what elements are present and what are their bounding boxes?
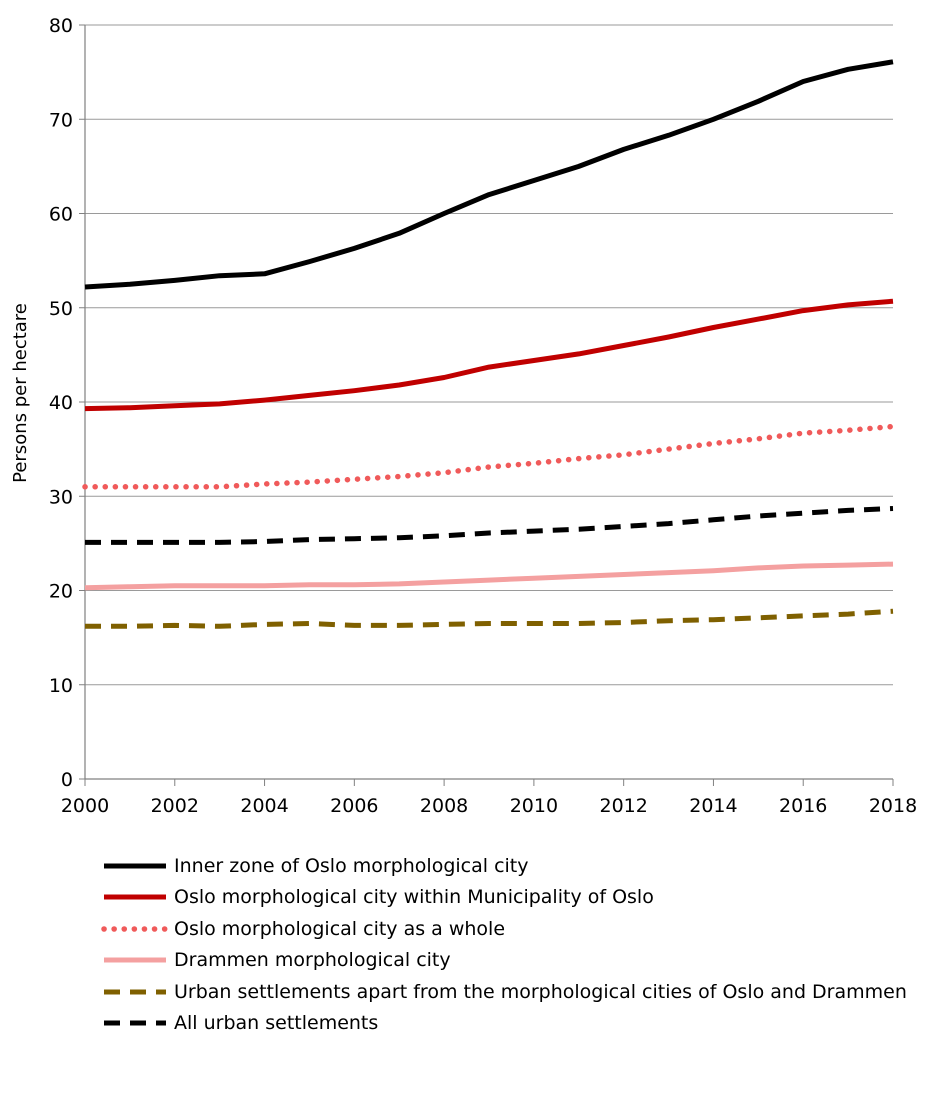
y-tick-label: 10 [49, 675, 73, 697]
legend-label: Urban settlements apart from the morphol… [174, 980, 907, 1003]
x-tick-label: 2018 [869, 795, 917, 817]
series-lines [82, 59, 896, 629]
y-tick-label: 70 [49, 109, 73, 131]
legend-swatch [104, 894, 166, 900]
legend-swatch [101, 926, 169, 932]
legend-swatch [104, 957, 166, 963]
legend-item: Urban settlements apart from the morphol… [100, 976, 945, 1008]
x-tick-label: 2006 [330, 795, 378, 817]
legend-swatch [104, 1020, 166, 1026]
series-line [84, 59, 894, 290]
x-tick-label: 2012 [599, 795, 647, 817]
legend: Inner zone of Oslo morphological city Osl… [100, 850, 945, 1039]
x-tick-label: 2002 [151, 795, 199, 817]
legend-item: Oslo morphological city as a whole [100, 913, 945, 945]
legend-item: All urban settlements [100, 1008, 945, 1040]
y-tick-label: 30 [49, 486, 73, 508]
x-tick-label: 2016 [779, 795, 827, 817]
y-axis-ticks: 0 10 20 30 40 50 60 70 80 [49, 15, 85, 791]
y-tick-label: 80 [49, 15, 73, 37]
legend-item: Oslo morphological city within Municipal… [100, 882, 945, 914]
y-tick-label: 50 [49, 298, 73, 320]
x-tick-label: 2014 [689, 795, 737, 817]
y-axis-label: Persons per hectare [10, 303, 31, 483]
x-axis-ticks: 2000 2002 2004 2006 2008 2010 2012 2014 2016 2018 [61, 779, 917, 817]
x-tick-label: 2008 [420, 795, 468, 817]
series-line [85, 608, 894, 629]
y-tick-label: 0 [61, 769, 73, 791]
legend-swatch [104, 863, 166, 869]
y-tick-label: 60 [49, 204, 73, 226]
legend-label: Oslo morphological city as a whole [174, 917, 506, 940]
legend-label: Inner zone of Oslo morphological city [174, 854, 529, 877]
legend-item: Inner zone of Oslo morphological city [100, 850, 945, 882]
series-line [82, 423, 896, 490]
legend-label: Drammen morphological city [174, 949, 451, 972]
x-tick-label: 2010 [510, 795, 558, 817]
legend-label: All urban settlements [174, 1012, 379, 1035]
x-tick-label: 2004 [240, 795, 288, 817]
legend-swatch [104, 989, 166, 995]
y-tick-label: 20 [49, 581, 73, 603]
series-line [84, 561, 894, 591]
series-line [84, 298, 894, 412]
series-line [85, 506, 894, 545]
y-tick-label: 40 [49, 392, 73, 414]
legend-label: Oslo morphological city within Municipal… [174, 886, 654, 909]
legend-item: Drammen morphological city [100, 945, 945, 977]
x-tick-label: 2000 [61, 795, 109, 817]
